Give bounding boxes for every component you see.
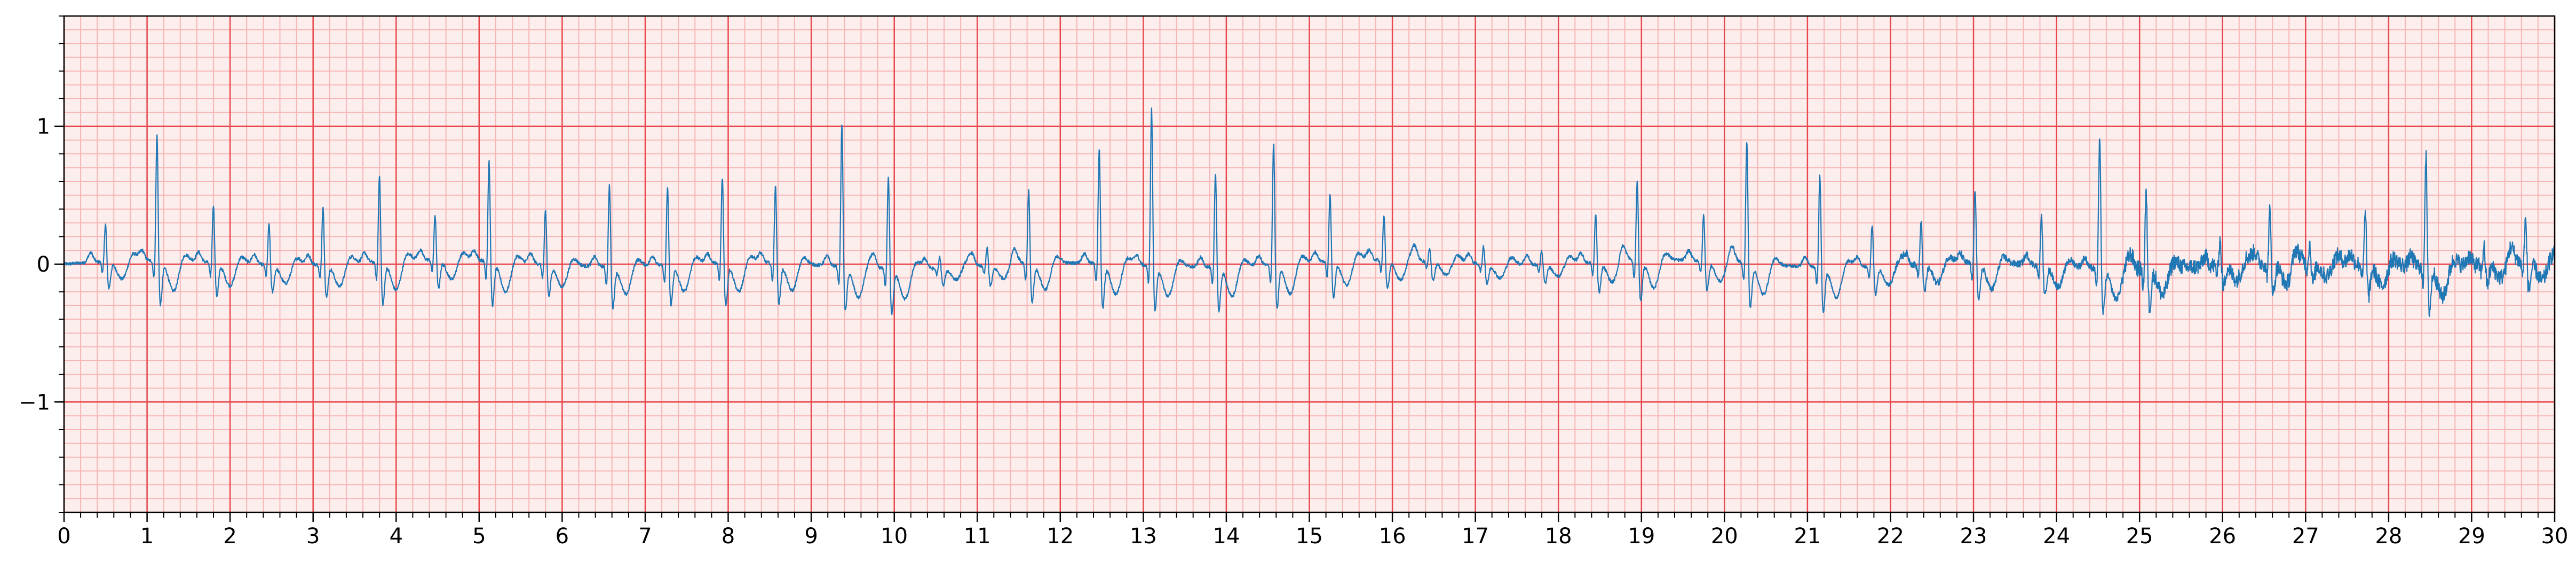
x-tick-label: 21 — [1794, 524, 1821, 549]
tick-marks — [54, 15, 2556, 522]
x-tick-label: 1 — [140, 524, 154, 549]
x-tick-label: 7 — [638, 524, 652, 549]
x-tick-label: 14 — [1212, 524, 1240, 549]
x-tick-label: 8 — [722, 524, 735, 549]
x-tick-label: 16 — [1379, 524, 1406, 549]
x-tick-label: 2 — [223, 524, 236, 549]
x-tick-label: 15 — [1296, 524, 1323, 549]
x-tick-label: 17 — [1462, 524, 1489, 549]
x-tick-label: 26 — [2209, 524, 2236, 549]
x-tick-label: 9 — [804, 524, 818, 549]
y-tick-label: −1 — [19, 390, 50, 415]
x-tick-label: 0 — [57, 524, 70, 549]
x-tick-label: 10 — [881, 524, 908, 549]
x-tick-label: 6 — [556, 524, 569, 549]
x-tick-label: 30 — [2541, 524, 2569, 549]
y-tick-label: 0 — [37, 252, 50, 277]
x-tick-label: 22 — [1877, 524, 1904, 549]
x-tick-label: 13 — [1130, 524, 1157, 549]
x-tick-label: 18 — [1545, 524, 1572, 549]
x-tick-label: 3 — [306, 524, 320, 549]
x-tick-label: 11 — [964, 524, 991, 549]
x-tick-label: 19 — [1628, 524, 1655, 549]
major-grid — [63, 16, 2556, 512]
tick-labels: 0 1 2 3 4 5 6 7 8 9 10 11 12 13 14 15 16 17 18 19 20 21 22 23 24… — [19, 115, 2568, 549]
x-tick-label: 5 — [472, 524, 486, 549]
x-tick-label: 29 — [2458, 524, 2485, 549]
x-tick-label: 4 — [390, 524, 403, 549]
x-tick-label: 28 — [2375, 524, 2402, 549]
x-tick-label: 25 — [2126, 524, 2153, 549]
series-layer — [63, 107, 2556, 317]
x-tick-label: 23 — [1960, 524, 1987, 549]
x-tick-label: 12 — [1047, 524, 1074, 549]
x-tick-label: 27 — [2292, 524, 2319, 549]
x-tick-label: 20 — [1711, 524, 1738, 549]
y-tick-label: 1 — [37, 115, 50, 139]
x-tick-label: 24 — [2043, 524, 2070, 549]
ecg-signal-line — [63, 107, 2556, 317]
